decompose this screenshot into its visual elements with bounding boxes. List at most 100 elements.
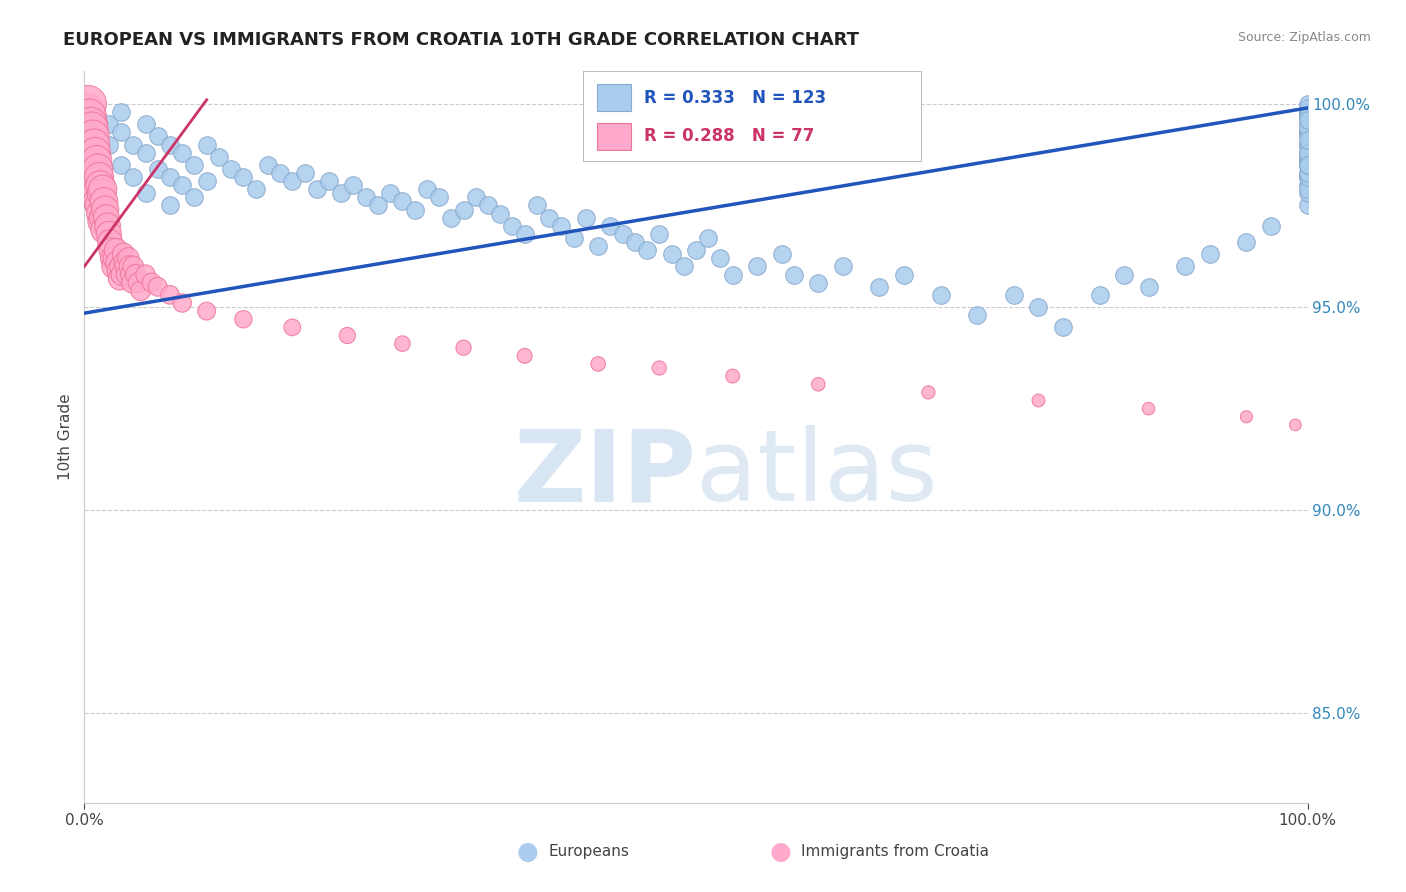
Point xyxy=(87,169,110,184)
Point xyxy=(453,202,475,217)
Text: ●: ● xyxy=(516,840,538,863)
Point xyxy=(575,211,598,225)
Point xyxy=(110,260,132,274)
Point xyxy=(1296,113,1319,128)
Point xyxy=(1296,186,1319,201)
Point xyxy=(917,385,939,400)
Point xyxy=(513,227,536,241)
Point xyxy=(146,129,169,144)
Point xyxy=(97,137,120,152)
Point xyxy=(1296,137,1319,152)
Point xyxy=(404,202,426,217)
Point xyxy=(87,161,110,176)
Text: Source: ZipAtlas.com: Source: ZipAtlas.com xyxy=(1237,31,1371,45)
Point xyxy=(87,198,110,212)
Point xyxy=(721,268,744,282)
Point xyxy=(869,279,891,293)
Point xyxy=(141,276,163,290)
Point xyxy=(1088,288,1111,302)
Point xyxy=(117,252,139,266)
Point xyxy=(612,227,634,241)
Point xyxy=(82,161,104,176)
Point xyxy=(1296,121,1319,136)
Point xyxy=(477,198,499,212)
Point xyxy=(1137,401,1160,416)
Point xyxy=(127,276,149,290)
Point xyxy=(416,182,439,196)
Point xyxy=(1296,137,1319,152)
Point xyxy=(93,223,115,237)
Point xyxy=(77,96,100,111)
Point xyxy=(86,186,108,201)
Point xyxy=(121,276,143,290)
Point xyxy=(101,252,124,266)
Point xyxy=(440,211,463,225)
Point xyxy=(281,174,304,188)
Point xyxy=(538,211,561,225)
Point xyxy=(1296,125,1319,139)
Point xyxy=(1236,235,1258,249)
Point xyxy=(110,158,132,172)
Point xyxy=(97,219,120,233)
Point xyxy=(966,308,988,322)
Point xyxy=(172,178,194,193)
Point xyxy=(183,158,205,172)
Point xyxy=(208,150,231,164)
Point xyxy=(159,169,181,184)
Point xyxy=(100,243,122,257)
Point xyxy=(1296,145,1319,160)
Point xyxy=(115,260,138,274)
Point xyxy=(90,186,112,201)
Point xyxy=(195,174,218,188)
Point xyxy=(269,166,291,180)
Point xyxy=(1296,158,1319,172)
Point xyxy=(1028,393,1050,408)
Point xyxy=(929,288,952,302)
Point xyxy=(354,190,377,204)
Point xyxy=(893,268,915,282)
Point xyxy=(120,268,142,282)
Point xyxy=(1260,219,1282,233)
Point xyxy=(1296,125,1319,139)
Point xyxy=(77,109,100,123)
Point xyxy=(114,255,136,269)
Point xyxy=(1052,320,1074,334)
Point xyxy=(89,178,111,193)
Point xyxy=(122,260,145,274)
Point xyxy=(232,312,254,326)
Point xyxy=(87,194,110,209)
Point xyxy=(90,215,112,229)
Point xyxy=(195,137,218,152)
Y-axis label: 10th Grade: 10th Grade xyxy=(58,393,73,481)
Point xyxy=(232,169,254,184)
Point xyxy=(122,169,145,184)
Point xyxy=(110,105,132,120)
Point xyxy=(1296,153,1319,168)
Text: R = 0.333   N = 123: R = 0.333 N = 123 xyxy=(644,89,827,107)
Point xyxy=(1296,158,1319,172)
Point xyxy=(721,369,744,384)
Bar xyxy=(598,84,631,111)
Point xyxy=(1296,125,1319,139)
Point xyxy=(330,186,353,201)
Point xyxy=(146,279,169,293)
Point xyxy=(1296,133,1319,147)
Point xyxy=(513,349,536,363)
Point xyxy=(380,186,402,201)
Point xyxy=(107,263,129,277)
Point xyxy=(697,231,720,245)
Point xyxy=(89,206,111,220)
Point xyxy=(115,268,138,282)
Point xyxy=(112,247,135,261)
Point xyxy=(91,211,114,225)
Point xyxy=(135,145,157,160)
Point xyxy=(103,260,125,274)
Point xyxy=(672,260,695,274)
Point xyxy=(76,105,98,120)
Point xyxy=(464,190,486,204)
Point xyxy=(86,109,108,123)
Point xyxy=(146,161,169,176)
Point xyxy=(391,336,413,351)
Point xyxy=(1236,409,1258,424)
Point xyxy=(624,235,647,249)
